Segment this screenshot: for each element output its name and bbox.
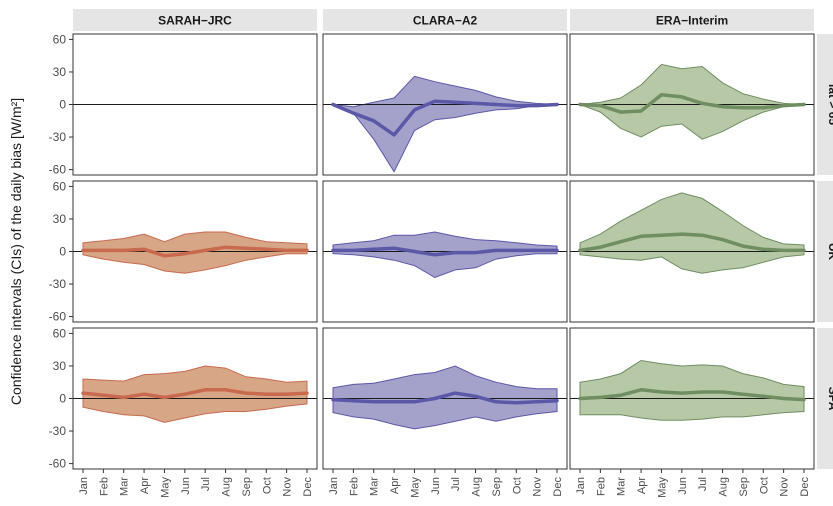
column-strip-label: SARAH−JRC bbox=[158, 14, 232, 28]
x-tick-label: Jan bbox=[78, 477, 90, 495]
panel bbox=[569, 180, 815, 323]
panel bbox=[72, 327, 318, 470]
panel bbox=[72, 33, 318, 176]
panel-border bbox=[569, 327, 815, 470]
panel bbox=[569, 33, 815, 176]
y-tick-label: -30 bbox=[49, 130, 67, 144]
mean-bias-line bbox=[331, 246, 559, 257]
column-strip-label: CLARA−A2 bbox=[413, 14, 478, 28]
row-strip-label: lat > 65 bbox=[826, 84, 833, 125]
confidence-band bbox=[82, 365, 308, 423]
x-tick-label: Oct bbox=[261, 477, 273, 494]
y-tick-label: 0 bbox=[59, 245, 66, 259]
y-axis-title: Confidence intervals (CIs) of the daily … bbox=[8, 98, 24, 405]
x-tick-label: Jan bbox=[575, 477, 587, 495]
y-tick-label: 60 bbox=[53, 179, 67, 193]
y-tick-label: 60 bbox=[53, 32, 67, 46]
x-tick-label: Mar bbox=[119, 477, 131, 496]
x-tick-label: Mar bbox=[616, 477, 628, 496]
x-tick-label: Jul bbox=[450, 477, 462, 491]
panel bbox=[72, 180, 318, 323]
x-tick-label: Apr bbox=[636, 477, 648, 494]
x-tick-label: Aug bbox=[718, 477, 730, 497]
y-tick-label: 0 bbox=[59, 98, 66, 112]
x-tick-label: Nov bbox=[282, 477, 294, 497]
x-tick-label: Feb bbox=[595, 477, 607, 496]
x-tick-label: Dec bbox=[302, 477, 314, 497]
x-tick-label: May bbox=[159, 477, 171, 498]
column-strip bbox=[570, 9, 814, 31]
x-tick-label: Nov bbox=[779, 477, 791, 497]
mean-bias-line bbox=[578, 388, 806, 402]
x-tick-label: Jul bbox=[697, 477, 709, 491]
y-tick-label: -60 bbox=[49, 310, 67, 324]
panel bbox=[322, 180, 568, 323]
x-tick-label: Jun bbox=[430, 477, 442, 495]
x-tick-label: Sep bbox=[738, 477, 750, 497]
x-tick-label: Dec bbox=[799, 477, 811, 497]
x-tick-label: Jun bbox=[677, 477, 689, 495]
x-tick-label: Nov bbox=[532, 477, 544, 497]
x-tick-label: Mar bbox=[369, 477, 381, 496]
panel-border bbox=[569, 180, 815, 323]
x-tick-label: Oct bbox=[758, 477, 770, 494]
y-tick-label: 30 bbox=[53, 65, 67, 79]
y-tick-label: -30 bbox=[49, 424, 67, 438]
y-tick-label: -30 bbox=[49, 277, 67, 291]
row-strip-label: SPA bbox=[826, 387, 833, 411]
y-tick-label: 0 bbox=[59, 392, 66, 406]
mean-bias-line bbox=[331, 391, 559, 405]
panel bbox=[569, 327, 815, 470]
x-tick-label: Aug bbox=[471, 477, 483, 497]
row-strip bbox=[817, 34, 833, 175]
x-tick-label: Apr bbox=[139, 477, 151, 494]
row-strip bbox=[817, 328, 833, 469]
mean-bias-line bbox=[578, 92, 806, 114]
x-tick-label: Apr bbox=[389, 477, 401, 494]
x-tick-label: Jun bbox=[180, 477, 192, 495]
x-tick-label: Aug bbox=[221, 477, 233, 497]
x-tick-label: May bbox=[409, 477, 421, 498]
x-tick-label: Oct bbox=[511, 477, 523, 494]
panel-border bbox=[569, 33, 815, 176]
mean-bias-line bbox=[81, 245, 309, 258]
mean-bias-line bbox=[331, 99, 559, 137]
y-tick-label: 30 bbox=[53, 212, 67, 226]
panel-border bbox=[322, 33, 568, 176]
y-tick-label: -60 bbox=[49, 457, 67, 471]
x-tick-label: May bbox=[656, 477, 668, 498]
x-tick-label: Sep bbox=[241, 477, 253, 497]
x-tick-label: Jan bbox=[328, 477, 340, 495]
x-tick-label: Feb bbox=[98, 477, 110, 496]
row-strip bbox=[817, 181, 833, 322]
x-tick-label: Jul bbox=[200, 477, 212, 491]
confidence-band bbox=[579, 359, 805, 421]
x-tick-label: Dec bbox=[552, 477, 564, 497]
x-tick-label: Sep bbox=[491, 477, 503, 497]
panel bbox=[322, 327, 568, 470]
y-tick-label: -60 bbox=[49, 163, 67, 177]
y-tick-label: 30 bbox=[53, 359, 67, 373]
mean-bias-line bbox=[81, 388, 309, 400]
column-strip-label: ERA−Interim bbox=[656, 14, 728, 28]
y-tick-label: 60 bbox=[53, 326, 67, 340]
mean-bias-line bbox=[578, 232, 806, 253]
x-tick-label: Feb bbox=[348, 477, 360, 496]
panel-border bbox=[322, 180, 568, 323]
column-strip bbox=[323, 9, 567, 31]
column-strip bbox=[73, 9, 317, 31]
panel-border bbox=[322, 327, 568, 470]
panel bbox=[322, 33, 568, 176]
row-strip-label: UK bbox=[826, 243, 833, 261]
